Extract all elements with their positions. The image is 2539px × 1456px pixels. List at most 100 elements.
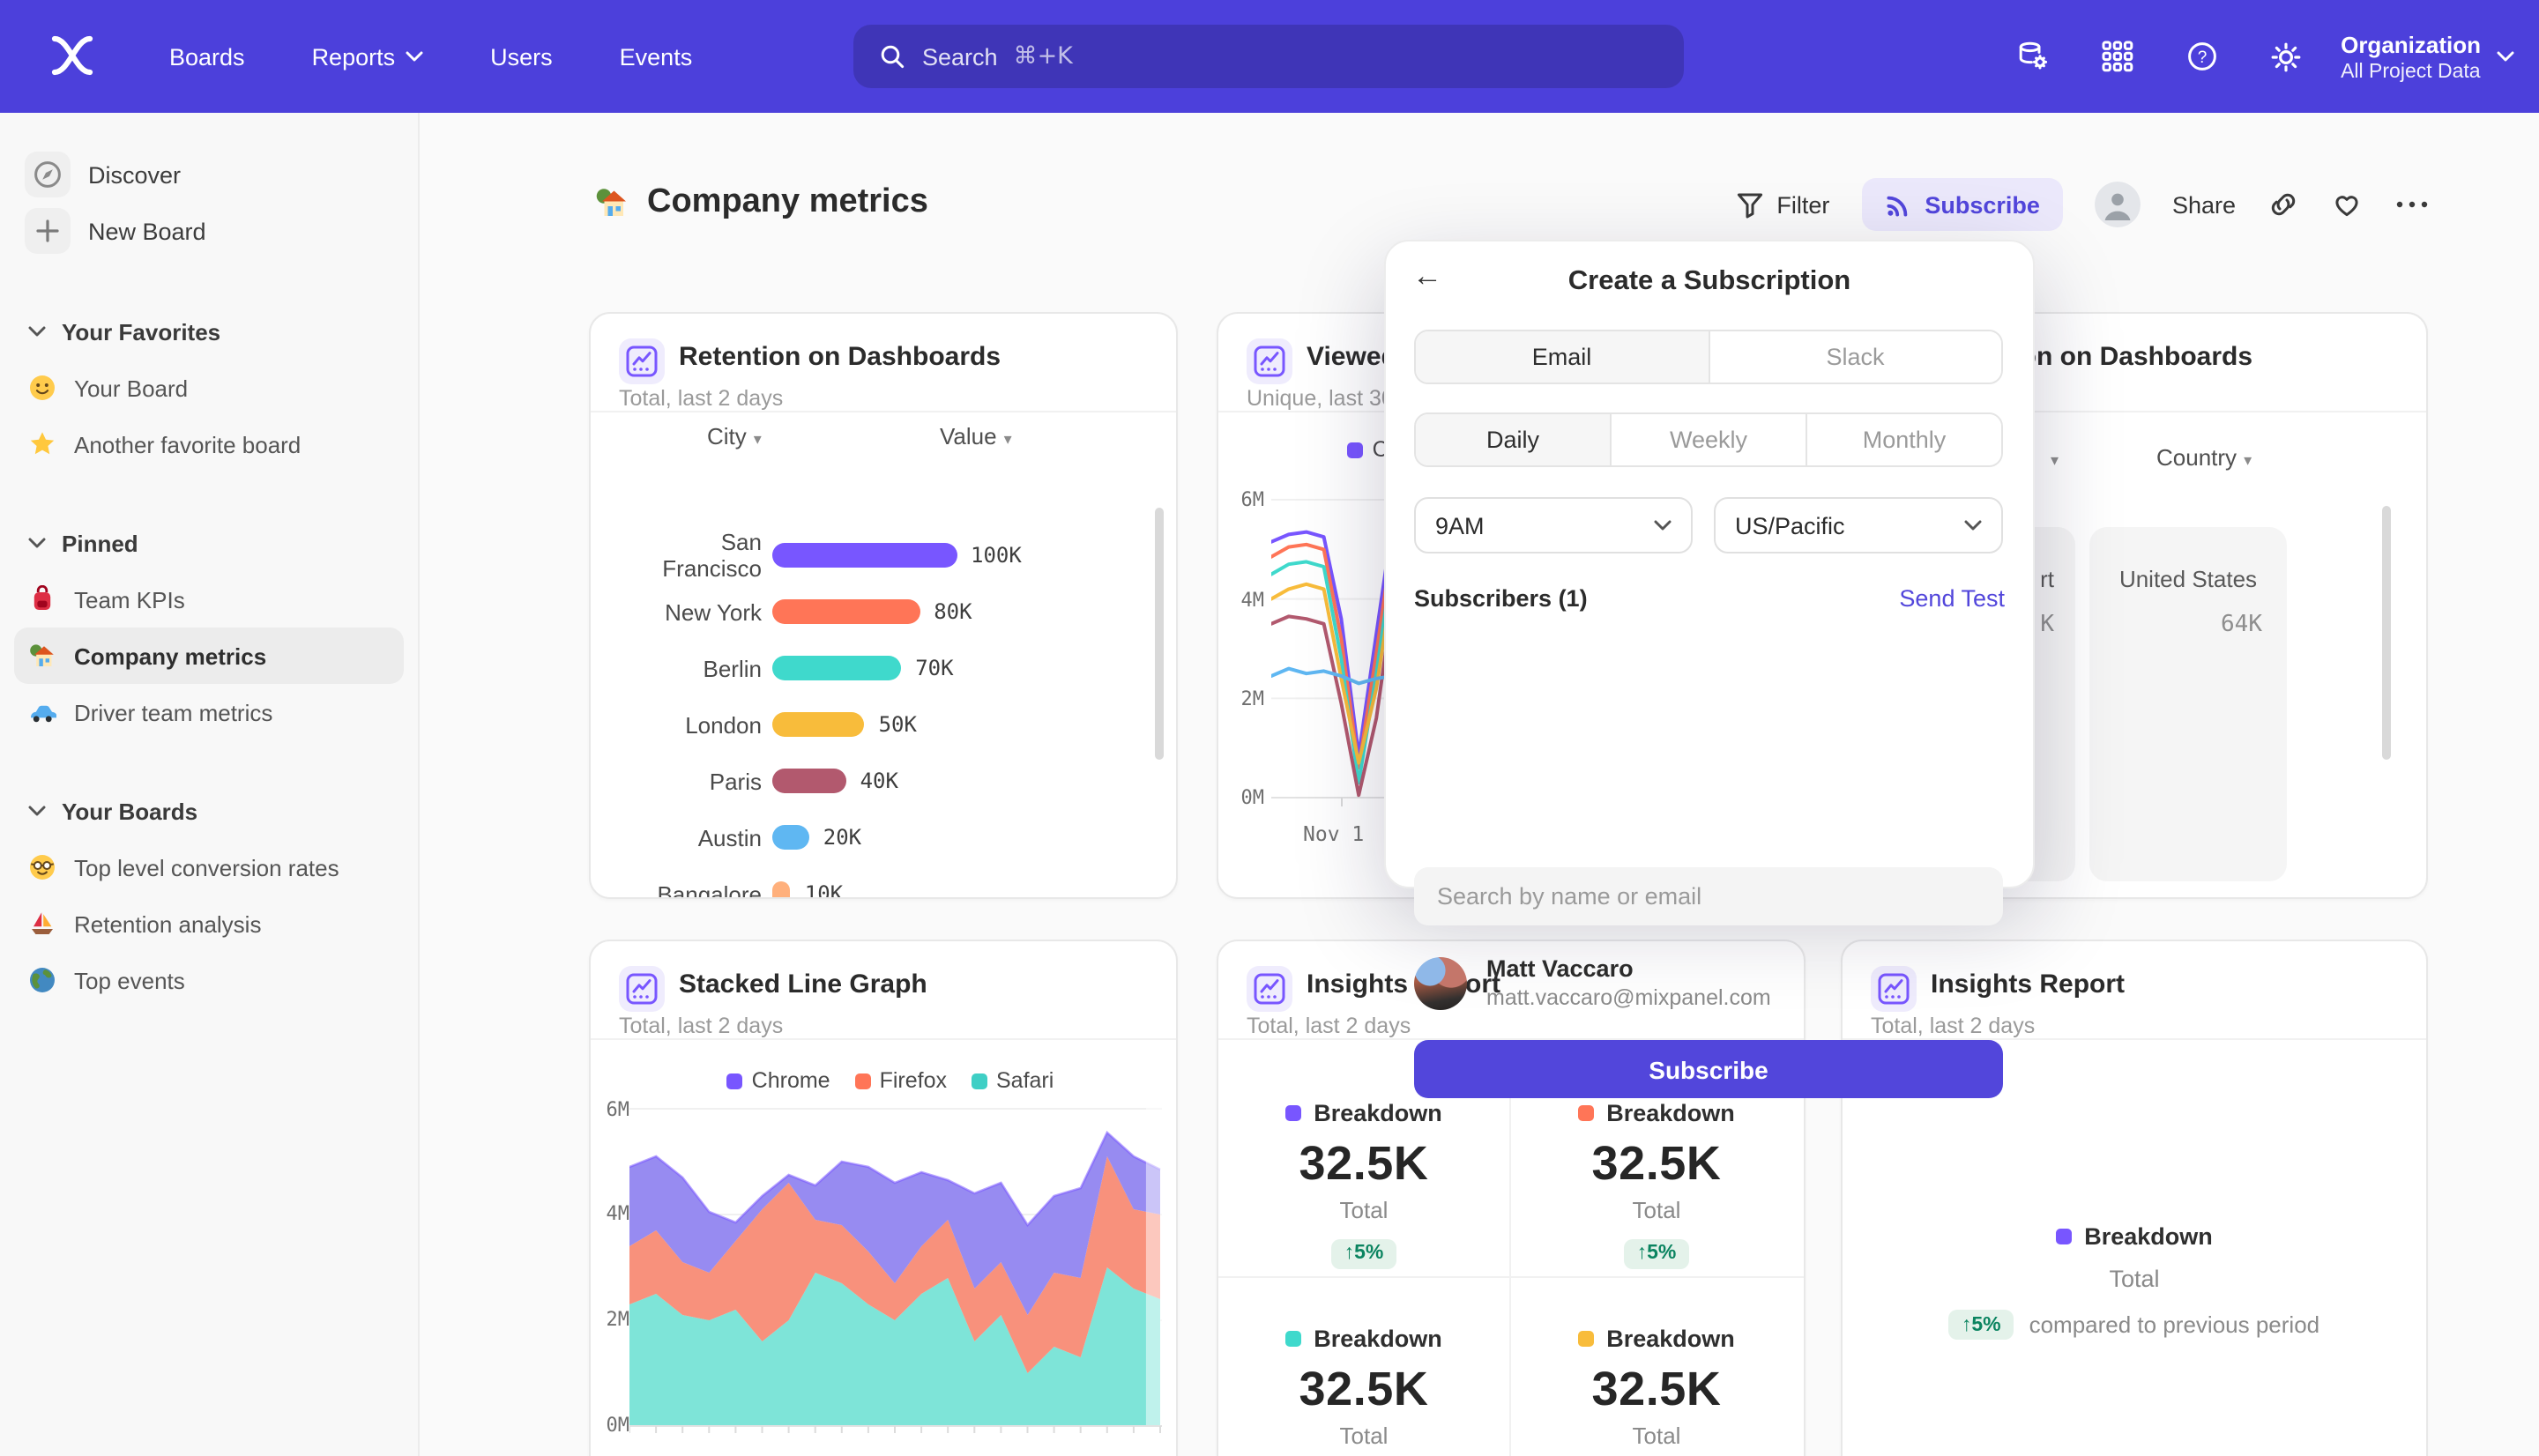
column-header-hidden[interactable]: ▾ <box>2051 451 2059 469</box>
tab-weekly[interactable]: Weekly <box>1610 414 1806 465</box>
kpi-label: Breakdown <box>1218 1326 1509 1352</box>
user-avatar[interactable] <box>2094 182 2141 227</box>
sidebar-board-team-kpis[interactable]: Team KPIs <box>14 571 404 628</box>
stacked-area-chart <box>629 1098 1162 1433</box>
card-title[interactable]: Stacked Line Graph <box>679 969 927 999</box>
subscribers-label: Subscribers (1) <box>1414 585 1588 612</box>
frequency-segmented-control: Daily Weekly Monthly <box>1414 412 2003 467</box>
house-garden-emoji-icon <box>28 642 56 670</box>
sidebar-board-top-events[interactable]: Top events <box>14 952 404 1008</box>
legend-item: Chrome <box>726 1068 830 1093</box>
share-button[interactable]: Share <box>2171 191 2236 218</box>
subscribe-button[interactable]: Subscribe <box>1861 178 2063 231</box>
report-chart-icon <box>619 338 665 384</box>
nav-link-boards[interactable]: Boards <box>169 43 245 70</box>
subscriber-row[interactable]: Matt Vaccaro matt.vaccaro@mixpanel.com <box>1414 955 1771 1010</box>
subscriber-search-input[interactable] <box>1414 867 2003 925</box>
subscriber-email: matt.vaccaro@mixpanel.com <box>1486 985 1771 1010</box>
copy-link-icon[interactable] <box>2267 189 2299 220</box>
kpi-label: Breakdown <box>1511 1326 1802 1352</box>
more-options-icon[interactable] <box>2394 199 2430 210</box>
mixpanel-logo-icon[interactable] <box>49 33 95 78</box>
y-axis-label: 2M <box>1240 687 1265 710</box>
legend-item: Firefox <box>854 1068 947 1093</box>
report-chart-icon <box>619 966 665 1012</box>
global-search-input[interactable]: Search ⌘+K <box>853 25 1684 88</box>
y-axis-label: 0M <box>606 1414 630 1437</box>
chevron-down-icon <box>1654 520 1672 531</box>
sidebar-item-new-board[interactable]: New Board <box>14 203 404 259</box>
sidebar-board-retention-analysis[interactable]: Retention analysis <box>14 895 404 952</box>
apps-grid-icon[interactable] <box>2087 26 2147 86</box>
kpi-quadrant: Breakdown 32.5K Total ↑5% <box>1511 1100 1802 1268</box>
subscriber-name: Matt Vaccaro <box>1486 955 1634 982</box>
column-header-country[interactable]: Country ▾ <box>2156 444 2252 471</box>
sidebar-board-driver-team-metrics[interactable]: Driver team metrics <box>14 684 404 740</box>
section-your-favorites[interactable]: Your Favorites <box>14 303 404 360</box>
tab-slack[interactable]: Slack <box>1708 331 2001 383</box>
card-insights-single: Insights Report Total, last 2 days Break… <box>1841 940 2428 1456</box>
globe-emoji-icon <box>28 966 56 994</box>
x-axis-label: Nov 1 <box>1303 821 1365 846</box>
card-title[interactable]: Insights Report <box>1307 969 1501 999</box>
subscribe-submit-button[interactable]: Subscribe <box>1414 1040 2003 1098</box>
car-emoji-icon <box>28 698 56 726</box>
card-title[interactable]: Insights Report <box>1931 969 2126 999</box>
favorite-heart-icon[interactable] <box>2331 189 2363 220</box>
channel-segmented-control: Email Slack <box>1414 330 2003 384</box>
help-icon[interactable]: ? <box>2171 26 2231 86</box>
search-placeholder: Search <box>922 43 998 70</box>
tab-monthly[interactable]: Monthly <box>1806 414 2001 465</box>
card-title[interactable]: Retention on Dashboards <box>679 342 1001 372</box>
sidebar-board-top-level-conversion[interactable]: Top level conversion rates <box>14 839 404 895</box>
y-axis-label: 2M <box>606 1308 630 1331</box>
value-bar <box>772 656 902 680</box>
card-stacked-line-graph: Stacked Line Graph Total, last 2 days Ch… <box>589 940 1178 1456</box>
scrollbar[interactable] <box>1155 508 1164 760</box>
sidebar-board-company-metrics[interactable]: Company metrics <box>14 628 404 684</box>
section-pinned[interactable]: Pinned <box>14 515 404 571</box>
sidebar-item-discover[interactable]: Discover <box>14 146 404 203</box>
chevron-down-icon <box>28 538 46 548</box>
tab-email[interactable]: Email <box>1416 331 1708 383</box>
smile-emoji-icon <box>28 374 56 402</box>
nav-link-reports[interactable]: Reports <box>312 43 424 70</box>
star-emoji-icon <box>28 430 56 458</box>
table-row: Bangalore 10K <box>619 876 1148 897</box>
card-insights-grid: Insights Report Total, last 2 days Break… <box>1217 940 1806 1456</box>
sidebar-board-your-board[interactable]: Your Board <box>14 360 404 416</box>
nerd-emoji-icon <box>28 853 56 881</box>
back-arrow-icon[interactable]: ← <box>1412 259 1442 293</box>
kpi-caption: Total <box>1632 1197 1681 1223</box>
time-select[interactable]: 9AM <box>1414 497 1693 553</box>
timezone-select[interactable]: US/Pacific <box>1714 497 2003 553</box>
nav-link-users[interactable]: Users <box>490 43 553 70</box>
report-chart-icon <box>1247 338 1292 384</box>
kpi-value: 32.5K <box>1299 1137 1429 1190</box>
tab-daily[interactable]: Daily <box>1416 414 1610 465</box>
board-title: Company metrics <box>594 183 928 222</box>
card-subtitle: Total, last 2 days <box>619 1014 784 1038</box>
data-management-icon[interactable] <box>2002 26 2062 86</box>
column-header-value[interactable]: Value ▾ <box>940 423 1012 449</box>
scrollbar[interactable] <box>2382 506 2391 760</box>
section-your-boards[interactable]: Your Boards <box>14 783 404 839</box>
nav-link-events[interactable]: Events <box>619 43 693 70</box>
table-row: Austin 20K <box>697 824 862 851</box>
report-chart-icon <box>1247 966 1292 1012</box>
pivot-cell-united-states[interactable]: United States 64K <box>2089 527 2287 881</box>
filter-button[interactable]: Filter <box>1734 189 1829 219</box>
value-bar <box>772 712 865 737</box>
table-row: San Francisco 100K <box>662 529 1022 582</box>
y-axis-label: 4M <box>606 1202 630 1225</box>
send-test-link[interactable]: Send Test <box>1899 585 2005 612</box>
org-project-switcher[interactable]: Organization All Project Data <box>2341 31 2514 82</box>
y-axis-label: 4M <box>1240 589 1265 612</box>
value-bar <box>772 769 846 793</box>
card-subtitle: Total, last 2 days <box>1247 1014 1411 1038</box>
sidebar-board-another-favorite[interactable]: Another favorite board <box>14 416 404 472</box>
column-header-city[interactable]: City ▾ <box>707 423 762 449</box>
card-subtitle: Total, last 2 days <box>619 386 784 411</box>
settings-gear-icon[interactable] <box>2256 26 2316 86</box>
